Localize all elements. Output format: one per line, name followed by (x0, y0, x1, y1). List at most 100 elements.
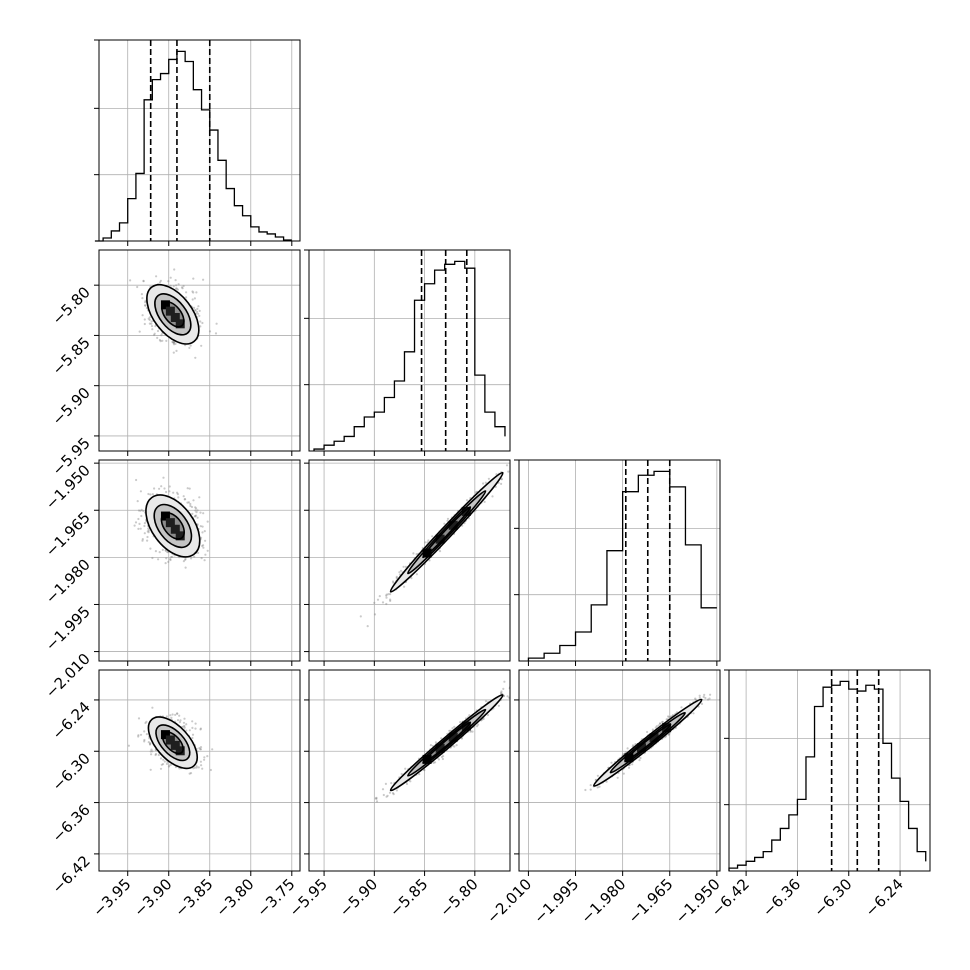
scatter-point (201, 321, 204, 325)
scatter-point (157, 753, 160, 757)
core-cell (175, 746, 185, 756)
scatter-point (148, 743, 152, 746)
scatter-point (165, 339, 168, 342)
scatter-point (385, 596, 388, 599)
scatter-point (657, 724, 660, 727)
scatter-point (182, 560, 185, 563)
scatter-point (134, 521, 138, 524)
scatter-point (391, 792, 395, 795)
scatter-point (161, 548, 164, 552)
scatter-point (168, 490, 171, 493)
scatter-point (193, 306, 196, 309)
panel-grid (99, 250, 300, 451)
scatter-point (161, 763, 165, 766)
scatter-point (143, 322, 146, 326)
scatter-point (149, 742, 152, 745)
scatter-point (143, 730, 146, 733)
scatter-point (399, 569, 403, 572)
contour-line-2 (161, 731, 184, 755)
scatter-point (627, 766, 631, 769)
panel-content (129, 268, 218, 359)
scatter-point (160, 334, 163, 337)
scatter-point (434, 761, 437, 764)
scatter-point (161, 339, 164, 342)
scatter-point (148, 322, 151, 325)
y-axis-2: −2.010−1.995−1.980−1.965−1.950 (42, 461, 99, 702)
scatter-point (598, 785, 601, 788)
x-tick-label: −5.85 (386, 875, 431, 920)
scatter-point (405, 782, 409, 786)
core-cell (636, 743, 646, 753)
scatter-point (198, 314, 201, 317)
scatter-point (521, 670, 523, 672)
scatter-point (164, 562, 167, 565)
scatter-point (143, 318, 146, 321)
core-cell (160, 300, 170, 310)
panel-grid (99, 670, 300, 871)
scatter-point (150, 748, 153, 751)
scatter-point (200, 764, 203, 767)
scatter-point (366, 625, 369, 628)
scatter-point (197, 766, 200, 769)
scatter-point (186, 487, 189, 490)
scatter-point (404, 565, 407, 569)
scatter-point (140, 514, 143, 518)
scatter-point (151, 706, 154, 709)
density-level-2 (624, 724, 671, 762)
hist-step-0 (94, 50, 292, 242)
scatter-point (160, 485, 163, 488)
panel-frame (518, 669, 721, 872)
scatter-panel-3-0 (98, 669, 301, 872)
scatter-point (149, 742, 152, 746)
scatter-point (142, 279, 145, 282)
scatter-point (483, 500, 486, 503)
scatter-point (199, 511, 202, 514)
scatter-point (389, 593, 392, 596)
scatter-point (139, 527, 142, 530)
scatter-point (200, 557, 203, 560)
density-core (624, 723, 672, 763)
scatter-point (395, 576, 398, 580)
x-tick-label: −1.995 (530, 875, 582, 927)
scatter-point (175, 287, 178, 290)
y-tick-label: −6.30 (49, 749, 94, 794)
scatter-point (137, 517, 140, 521)
scatter-point (389, 599, 392, 603)
panel-frame (98, 459, 301, 662)
scatter-point (398, 571, 401, 574)
scatter-point (477, 723, 480, 726)
scatter-point (188, 487, 191, 490)
scatter-point (199, 748, 202, 751)
scatter-point (511, 457, 513, 459)
scatter-point (143, 532, 146, 535)
scatter-point (206, 755, 209, 758)
scatter-point (153, 487, 156, 490)
scatter-point (161, 332, 164, 335)
scatter-point (157, 558, 160, 561)
scatter-point (499, 691, 503, 694)
scatter-point (148, 318, 151, 321)
scatter-point (659, 722, 662, 725)
scatter-point (141, 297, 144, 300)
scatter-point (194, 514, 198, 517)
scatter-point (199, 525, 202, 528)
scatter-point (175, 284, 178, 287)
scatter-point (194, 356, 197, 359)
scatter-point (374, 797, 377, 800)
scatter-point (500, 478, 503, 481)
scatter-point (169, 284, 172, 287)
panel-frame (308, 459, 511, 662)
scatter-point (665, 718, 668, 721)
panel-frame (98, 669, 301, 872)
scatter-panel-3-2 (518, 669, 721, 872)
scatter-point (138, 330, 141, 333)
scatter-point (387, 593, 390, 596)
y-tick-label: −2.010 (42, 650, 94, 702)
scatter-point (176, 288, 179, 291)
core-cell (170, 740, 180, 750)
scatter-point (133, 524, 136, 527)
core-cell (624, 753, 634, 763)
panel-content (359, 457, 513, 628)
scatter-point (708, 697, 711, 700)
scatter-point (384, 782, 387, 786)
